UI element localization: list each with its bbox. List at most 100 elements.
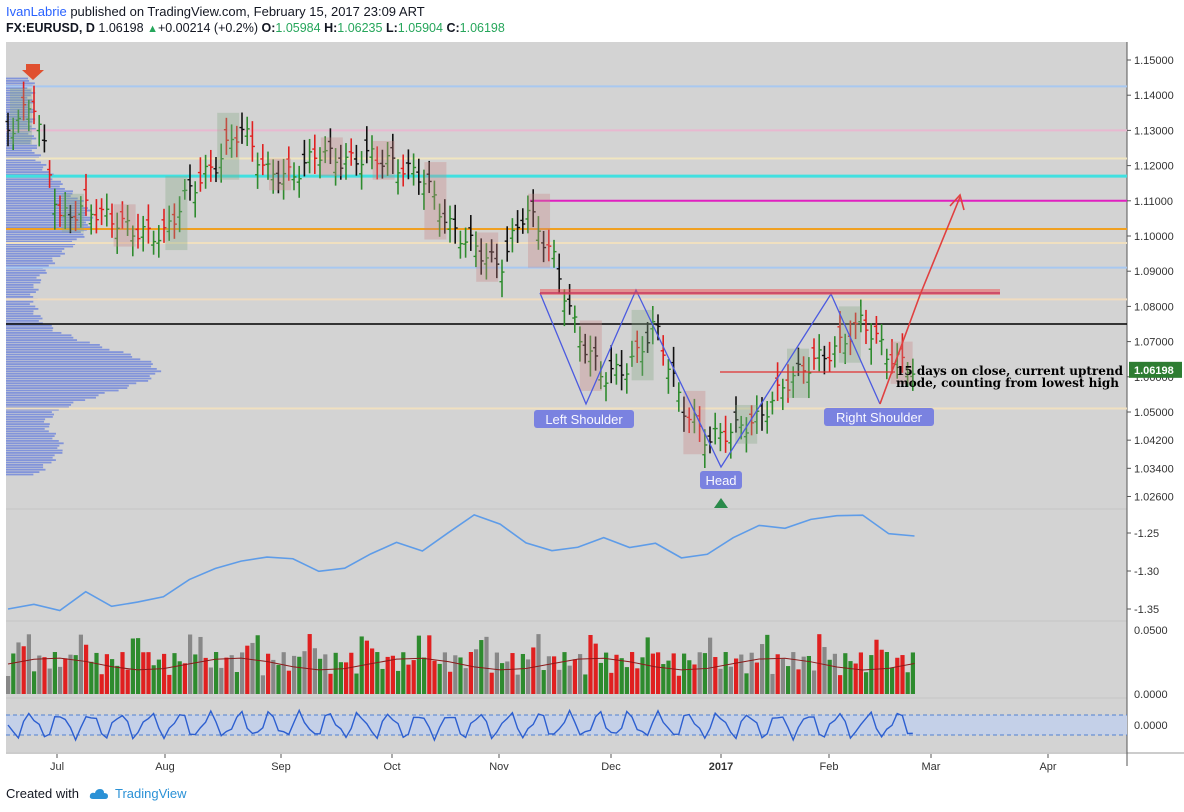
volume-profile-bar <box>6 332 62 334</box>
volume-bar <box>229 655 234 694</box>
volume-bar <box>780 658 785 694</box>
volume-bar <box>630 652 635 694</box>
volume-bar <box>910 652 915 694</box>
volume-bar <box>765 634 770 694</box>
volume-profile-bar <box>6 104 30 106</box>
volume-profile-bar <box>6 375 150 377</box>
volume-profile-bar <box>6 459 56 461</box>
volume-bar <box>245 645 250 694</box>
volume-profile-bar <box>6 452 63 454</box>
volume-profile-bar <box>6 197 78 200</box>
volume-bar <box>198 636 203 694</box>
y-tick-label: 1.08000 <box>1134 301 1174 313</box>
volume-profile-bar <box>6 82 35 85</box>
volume-bar <box>864 672 869 694</box>
volume-profile-bar <box>6 281 41 284</box>
volume-bar <box>136 638 141 694</box>
volume-bar <box>515 674 520 694</box>
volume-profile-bar <box>6 144 37 147</box>
volume-bar <box>656 652 661 694</box>
volume-profile-bar <box>6 315 41 317</box>
volume-tick-label: 0.0500 <box>1134 625 1168 637</box>
volume-bar <box>58 666 63 694</box>
volume-bar <box>510 653 515 694</box>
volume-bar <box>520 653 525 694</box>
volume-bar <box>411 660 416 694</box>
y-tick-label: 1.07000 <box>1134 337 1174 349</box>
volume-profile-bar <box>6 276 37 279</box>
note-line-1: 15 days on close, current uptrend <box>896 364 1124 378</box>
volume-profile-bar <box>6 272 47 274</box>
volume-profile-bar <box>6 442 64 445</box>
volume-profile-bar <box>6 252 65 255</box>
volume-bar <box>224 657 229 694</box>
volume-bar <box>900 655 905 694</box>
volume-bar <box>266 653 271 694</box>
volume-bar <box>156 659 161 694</box>
volume-bar <box>21 646 26 694</box>
volume-profile-bar <box>6 394 99 397</box>
volume-profile-bar <box>6 344 100 346</box>
volume-profile-bar <box>6 164 47 166</box>
volume-profile-bar <box>6 178 53 181</box>
volume-profile-bar <box>6 183 63 185</box>
tradingview-brand[interactable]: TradingView <box>114 786 187 801</box>
volume-bar <box>531 647 536 694</box>
volume-bar <box>869 655 874 694</box>
projection-arrow <box>879 196 961 405</box>
volume-bar <box>546 656 551 694</box>
volume-bar <box>791 652 796 694</box>
volume-bar <box>73 655 78 694</box>
volume-profile-bar <box>6 288 39 291</box>
volume-profile-bar <box>6 428 45 430</box>
volume-profile-bar <box>6 300 34 303</box>
ohlc-legend: FX:EURUSD, D 1.06198 ▲+0.00214 (+0.2%) O… <box>6 21 505 35</box>
volume-bar <box>541 670 546 694</box>
volume-profile-bar <box>6 154 41 157</box>
volume-bar <box>203 657 208 694</box>
down-arrow-marker-icon <box>22 64 44 80</box>
period-box <box>113 204 136 247</box>
volume-bar <box>583 674 588 694</box>
volume-bar <box>562 652 567 694</box>
volume-profile-bar <box>6 260 53 262</box>
volume-bar <box>827 659 832 694</box>
volume-bar <box>442 652 447 694</box>
high-label: H: <box>324 21 338 35</box>
volume-profile-bar <box>6 353 131 356</box>
period-box <box>269 158 292 191</box>
volume-profile-bar <box>6 358 141 361</box>
volume-profile-bar <box>6 200 84 202</box>
last-price-tag-label: 1.06198 <box>1134 365 1174 377</box>
volume-bar <box>552 656 557 694</box>
volume-profile-bar <box>6 324 52 327</box>
x-tick-label: Aug <box>155 761 175 773</box>
volume-profile-bar <box>6 216 94 219</box>
volume-bar <box>624 667 629 694</box>
arrow-head-icon <box>949 193 965 211</box>
volume-bar <box>500 663 505 694</box>
volume-profile-bar <box>6 240 73 243</box>
period-box <box>735 404 758 444</box>
volume-profile-bar <box>6 466 44 469</box>
volume-profile-bar <box>6 368 157 370</box>
volume-bar <box>760 644 765 694</box>
period-box <box>631 309 654 381</box>
volume-profile-bar <box>6 425 50 428</box>
author-link[interactable]: IvanLabrie <box>6 4 67 19</box>
y-tick-label: 1.11000 <box>1134 196 1173 208</box>
last-price: 1.06198 <box>98 21 144 35</box>
pane-1-background <box>6 42 1127 508</box>
x-tick-label: 2017 <box>709 761 733 773</box>
volume-bar <box>354 673 359 694</box>
volume-profile-bar <box>6 250 62 253</box>
volume-profile-bar <box>6 128 36 130</box>
volume-bar <box>848 661 853 694</box>
volume-profile-bar <box>6 464 44 466</box>
volume-profile-bar <box>6 437 53 440</box>
volume-bar <box>843 653 848 694</box>
volume-bar <box>614 654 619 694</box>
volume-bar <box>344 662 349 694</box>
volume-profile-bar <box>6 406 69 409</box>
